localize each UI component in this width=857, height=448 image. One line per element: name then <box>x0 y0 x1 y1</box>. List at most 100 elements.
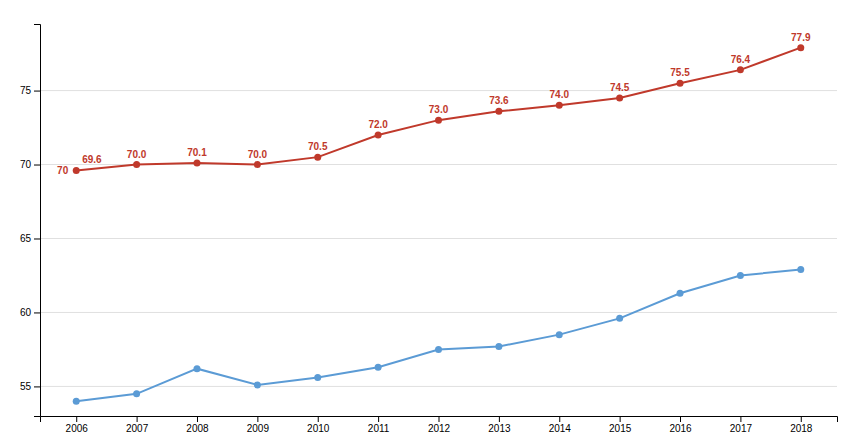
point <box>797 266 804 273</box>
point <box>375 131 382 138</box>
point <box>616 315 623 322</box>
x-tick: 2016 <box>669 416 692 434</box>
point <box>797 44 804 51</box>
point <box>677 290 684 297</box>
data-labels: 69.670.070.170.070.572.073.073.674.074.5… <box>57 32 811 176</box>
y-tick: 55 <box>20 381 40 392</box>
x-tick-label: 2016 <box>669 423 692 434</box>
data-label: 75.5 <box>670 67 690 78</box>
y-tick-mark <box>34 91 40 92</box>
x-tick-mark <box>801 416 802 422</box>
data-label: 72.0 <box>368 119 388 130</box>
y-tick-label: 75 <box>20 85 32 96</box>
x-tick: 2018 <box>790 416 813 434</box>
x-tick-mark <box>620 416 621 422</box>
point <box>435 117 442 124</box>
y-tick-mark <box>34 238 40 239</box>
point <box>193 365 200 372</box>
data-label: 74.0 <box>550 89 570 100</box>
x-tick: 2011 <box>368 416 390 434</box>
grid-line <box>40 90 837 91</box>
plot: 2006 2007 2008 2009 2010 2011 2012 2013 2014 2015… <box>20 25 838 435</box>
x-tick: 2017 <box>730 416 753 434</box>
x-tick-mark <box>559 416 560 422</box>
y-tick-mark <box>34 312 40 313</box>
x-tick-label: 2009 <box>247 423 270 434</box>
point <box>737 66 744 73</box>
data-label: 70.0 <box>127 149 147 160</box>
x-tick-label: 2007 <box>126 423 149 434</box>
point <box>616 94 623 101</box>
data-label: 74.5 <box>610 82 630 93</box>
data-label: 77.9 <box>791 32 811 43</box>
x-tick: 2008 <box>186 416 209 434</box>
x-axis-line <box>41 417 838 423</box>
x-tick-mark <box>680 416 681 422</box>
x-tick-label: 2006 <box>66 423 89 434</box>
data-label: 69.6 <box>82 154 102 165</box>
x-tick-mark <box>318 416 319 422</box>
point <box>556 331 563 338</box>
point <box>677 80 684 87</box>
x-tick-mark <box>137 416 138 422</box>
x-tick-mark <box>76 416 77 422</box>
marks <box>73 44 805 405</box>
x-tick-label: 2017 <box>730 423 753 434</box>
point <box>556 102 563 109</box>
x-tick-mark <box>257 416 258 422</box>
y-axis-line <box>34 25 41 417</box>
y-tick: 70 <box>20 159 40 170</box>
point <box>133 390 140 397</box>
x-tick-mark <box>499 416 500 422</box>
data-label: 73.0 <box>429 104 449 115</box>
y-tick-mark <box>34 386 40 387</box>
point <box>495 108 502 115</box>
x-tick-label: 2008 <box>186 423 209 434</box>
x-tick: 2006 <box>66 416 89 434</box>
data-label: 70.5 <box>308 141 328 152</box>
grid-line <box>40 238 837 239</box>
x-tick-label: 2015 <box>609 423 632 434</box>
x-tick: 2010 <box>307 416 330 434</box>
data-label: 70.0 <box>248 149 268 160</box>
point <box>193 160 200 167</box>
y-tick-mark <box>34 165 40 166</box>
x-tick: 2012 <box>428 416 451 434</box>
point <box>314 154 321 161</box>
x-tick-label: 2012 <box>428 423 451 434</box>
x-tick-mark <box>197 416 198 422</box>
annotation: 70 <box>57 165 69 176</box>
grid-line <box>40 386 837 387</box>
y-tick-label: 55 <box>20 381 32 392</box>
x-tick-mark <box>740 416 741 422</box>
point <box>375 364 382 371</box>
x-tick-label: 2011 <box>368 423 390 434</box>
x-tick: 2007 <box>126 416 149 434</box>
point <box>73 167 80 174</box>
y-tick-label: 65 <box>20 233 32 244</box>
point <box>254 381 261 388</box>
x-tick: 2015 <box>609 416 632 434</box>
x-tick-label: 2013 <box>488 423 511 434</box>
point <box>495 343 502 350</box>
chart: 2006 2007 2008 2009 2010 2011 2012 2013 2014 2015… <box>0 0 857 448</box>
data-label: 76.4 <box>731 54 751 65</box>
grid-line <box>40 312 837 313</box>
x-tick: 2009 <box>247 416 270 434</box>
y-axis: 55 60 65 70 75 <box>20 25 41 417</box>
y-tick-label: 70 <box>20 159 32 170</box>
x-tick: 2014 <box>549 416 572 434</box>
x-tick-mark <box>439 416 440 422</box>
y-tick-label: 60 <box>20 307 32 318</box>
data-label: 70.1 <box>187 147 207 158</box>
point <box>73 398 80 405</box>
series-line <box>76 270 801 402</box>
grid <box>40 91 837 387</box>
x-tick: 2013 <box>488 416 511 434</box>
point <box>435 346 442 353</box>
x-tick-label: 2018 <box>790 423 813 434</box>
y-tick: 65 <box>20 233 40 244</box>
series-line <box>76 48 801 171</box>
x-axis: 2006 2007 2008 2009 2010 2011 2012 2013 2014 2015… <box>41 416 838 434</box>
x-tick-mark <box>378 416 379 422</box>
